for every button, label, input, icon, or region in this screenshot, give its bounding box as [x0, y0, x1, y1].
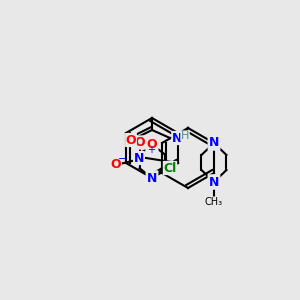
- Text: N: N: [209, 176, 219, 188]
- Text: Cl: Cl: [164, 161, 177, 175]
- Text: O: O: [111, 158, 121, 170]
- Text: O: O: [147, 138, 157, 151]
- Text: H: H: [181, 131, 189, 141]
- Text: N: N: [172, 131, 182, 145]
- Text: N: N: [147, 172, 157, 184]
- Text: N: N: [134, 152, 144, 164]
- Text: O: O: [126, 134, 136, 146]
- Text: CH₃: CH₃: [205, 197, 223, 207]
- Text: −: −: [118, 154, 128, 164]
- Text: +: +: [147, 145, 155, 155]
- Text: N: N: [209, 136, 219, 149]
- Text: O: O: [135, 136, 145, 149]
